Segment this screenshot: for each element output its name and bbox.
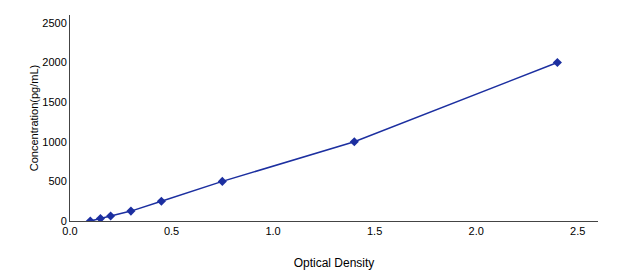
svg-text:1500: 1500 <box>42 96 66 108</box>
svg-text:0.5: 0.5 <box>164 225 179 237</box>
svg-text:2.5: 2.5 <box>570 225 585 237</box>
svg-text:2.0: 2.0 <box>469 225 484 237</box>
svg-text:1.5: 1.5 <box>367 225 382 237</box>
svg-text:1000: 1000 <box>42 136 66 148</box>
svg-text:2500: 2500 <box>42 17 66 29</box>
svg-text:Concentration(pg/mL): Concentration(pg/mL) <box>28 65 40 171</box>
svg-text:0.0: 0.0 <box>62 225 77 237</box>
svg-text:0: 0 <box>61 215 67 227</box>
svg-text:Optical Density: Optical Density <box>294 256 375 270</box>
svg-text:2000: 2000 <box>42 56 66 68</box>
svg-text:1.0: 1.0 <box>265 225 280 237</box>
svg-text:500: 500 <box>48 175 66 187</box>
